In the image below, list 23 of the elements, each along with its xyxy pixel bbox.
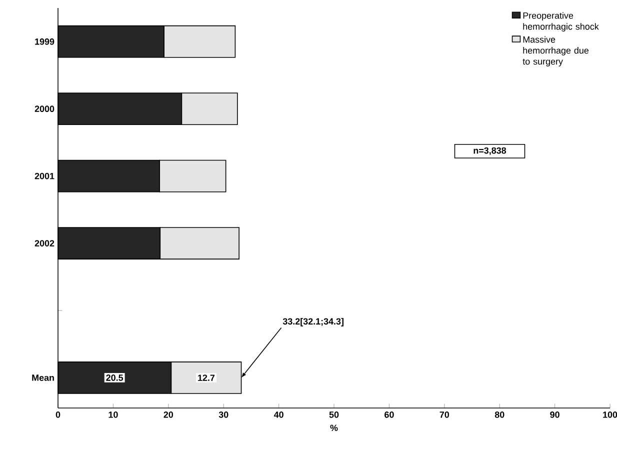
y-tick-label: Mean xyxy=(32,374,54,381)
x-tick-label: 100 xyxy=(603,412,617,418)
legend-label: Massive hemorrhage due to surgery xyxy=(522,36,589,66)
x-tick-label: 50 xyxy=(329,412,339,418)
x-tick-label: 30 xyxy=(218,412,228,418)
y-tick-label: 2002 xyxy=(34,240,54,246)
y-tick-label: 2000 xyxy=(34,106,54,112)
annotation: 33.2[32.1;34.3] xyxy=(282,318,344,326)
x-tick-label: 20 xyxy=(164,412,174,418)
annotation: n=3,838 xyxy=(474,147,506,156)
data-label: 12.7 xyxy=(198,374,215,381)
x-tick-label: 70 xyxy=(440,412,450,418)
y-tick-label: 1999 xyxy=(35,38,54,45)
legend-label: Preoperative hemorrhagic shock xyxy=(523,12,599,32)
x-tick-label: 10 xyxy=(108,412,118,418)
data-label: 20.5 xyxy=(106,374,124,381)
x-tick-label: 90 xyxy=(550,412,560,418)
x-tick-label: 80 xyxy=(494,412,504,418)
x-tick-label: 40 xyxy=(274,412,284,418)
x-tick-label: 0 xyxy=(56,412,60,418)
y-tick-label: 2001 xyxy=(34,172,54,180)
x-axis-title: % xyxy=(330,424,338,432)
x-tick-label: 60 xyxy=(384,412,394,418)
